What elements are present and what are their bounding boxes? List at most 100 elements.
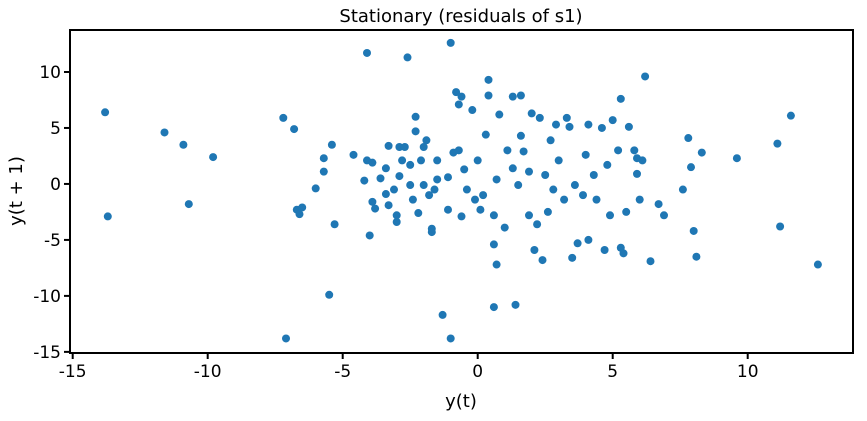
point [641, 72, 650, 81]
point [400, 142, 409, 151]
point [368, 158, 377, 167]
point [516, 131, 525, 140]
point [454, 146, 463, 155]
point [624, 122, 633, 131]
point [773, 139, 782, 148]
point [503, 146, 512, 155]
point [535, 113, 544, 122]
point [414, 209, 423, 218]
point [630, 146, 639, 155]
point [384, 201, 393, 210]
point [279, 113, 288, 122]
point [433, 156, 442, 165]
point [411, 112, 420, 121]
point [597, 123, 606, 132]
point [492, 260, 501, 269]
point [376, 174, 385, 183]
y-tick-label: 10 [39, 63, 61, 83]
point [568, 253, 577, 262]
point [530, 245, 539, 254]
point [481, 130, 490, 139]
point [543, 207, 552, 216]
point [103, 212, 112, 221]
point [776, 222, 785, 231]
point [419, 142, 428, 151]
point [392, 218, 401, 227]
point [592, 195, 601, 204]
y-tick-label: 0 [50, 175, 61, 195]
point [697, 148, 706, 157]
point [446, 334, 455, 343]
point [560, 195, 569, 204]
point [549, 185, 558, 194]
point [471, 195, 479, 204]
point [381, 164, 390, 173]
point [184, 200, 193, 209]
y-axis-label: y(t + 1) [6, 156, 27, 226]
point [360, 176, 369, 185]
point [525, 211, 533, 220]
point [430, 185, 439, 194]
point [616, 94, 625, 103]
point [622, 207, 631, 216]
point [327, 140, 336, 149]
point [484, 75, 493, 84]
point [101, 108, 110, 117]
point [638, 156, 647, 165]
point [444, 205, 452, 214]
point [584, 120, 593, 129]
point [438, 310, 447, 319]
point [325, 290, 334, 299]
point [581, 150, 590, 159]
point [427, 228, 436, 237]
point [579, 191, 587, 200]
point [406, 181, 415, 190]
point [495, 110, 504, 119]
point [514, 181, 523, 190]
point [589, 170, 598, 179]
point [565, 122, 574, 131]
point [209, 153, 218, 162]
point [562, 113, 571, 122]
point [489, 211, 498, 220]
point [511, 300, 520, 309]
point [684, 134, 693, 143]
point [786, 111, 795, 120]
point [444, 173, 452, 182]
point [462, 185, 471, 194]
point [406, 160, 415, 169]
point [160, 128, 169, 137]
x-tick-label: -5 [334, 362, 351, 382]
point [452, 88, 461, 97]
point [573, 239, 582, 248]
point [433, 175, 442, 184]
point [692, 252, 701, 261]
point [813, 260, 822, 269]
y-tick-label: -5 [44, 231, 61, 251]
point [500, 223, 509, 232]
point [619, 249, 628, 258]
point [295, 210, 304, 219]
point [660, 211, 668, 220]
point [603, 160, 612, 169]
point [422, 136, 431, 145]
point [476, 205, 485, 214]
point [584, 235, 593, 244]
point [398, 156, 407, 165]
point [290, 125, 299, 134]
point [179, 140, 188, 149]
point [371, 204, 380, 213]
point [390, 185, 398, 194]
y-tick-label: 5 [50, 119, 61, 139]
point [600, 245, 609, 254]
x-tick-label: 10 [737, 362, 759, 382]
x-tick-label: -15 [59, 362, 87, 382]
point [349, 150, 358, 159]
point [479, 191, 488, 200]
point [468, 106, 477, 115]
point [614, 146, 623, 155]
plot-frame [69, 29, 854, 354]
point [689, 226, 698, 235]
x-tick-label: -10 [194, 362, 222, 382]
point [633, 169, 641, 178]
